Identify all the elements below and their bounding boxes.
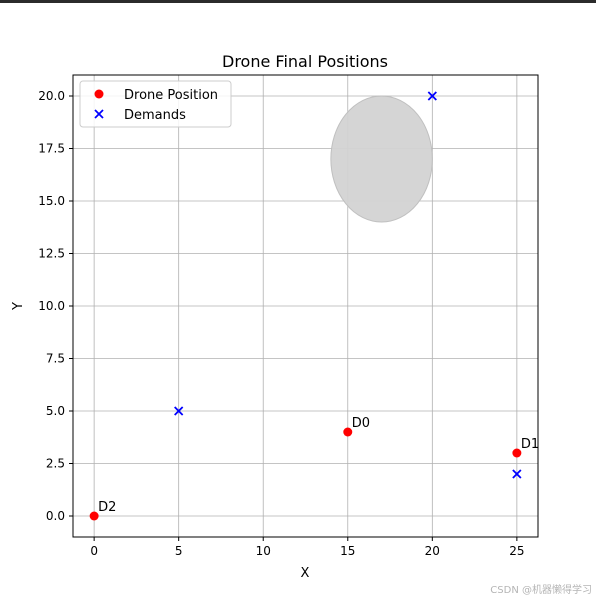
x-tick-label: 15	[340, 544, 355, 558]
x-tick-label: 0	[90, 544, 98, 558]
y-tick-label: 7.5	[46, 352, 65, 366]
chart-title: Drone Final Positions	[222, 52, 388, 71]
demand-point	[512, 469, 522, 479]
demand-marker-stroke	[427, 91, 437, 101]
x-tick-label: 10	[256, 544, 271, 558]
demand-marker-stroke	[512, 469, 522, 479]
legend-box	[79, 80, 232, 128]
x-tick-label: 5	[175, 544, 183, 558]
drone-position-point	[89, 511, 99, 521]
watermark: CSDN @机器懒得学习	[490, 585, 592, 596]
demand-marker-stroke	[174, 406, 184, 416]
legend-entry-label: Drone Position	[124, 88, 218, 103]
y-tick-label: 12.5	[38, 247, 65, 261]
legend-entry-label: Demands	[124, 108, 186, 123]
obstacle-circle	[330, 95, 433, 223]
demand-point	[174, 406, 184, 416]
x-axis-label: X	[301, 566, 310, 581]
obstacle-layer	[330, 95, 433, 223]
axis-ticks: 0 5 10 15 20 25 0.0 2.5 5.0 7.5 10.0 12.5 15.0 17.5 20…	[38, 89, 524, 558]
y-tick-label: 17.5	[38, 142, 65, 156]
legend-marker-demand	[94, 109, 104, 119]
window-top-bar	[0, 0, 596, 3]
x-tick-label: 25	[509, 544, 524, 558]
y-tick-label: 15.0	[38, 194, 65, 208]
y-axis-label: Y	[11, 302, 26, 311]
x-tick-label: 20	[425, 544, 440, 558]
legend-marker-drone	[94, 89, 104, 99]
point-annotation: D0	[352, 416, 370, 431]
point-annotation: D1	[521, 437, 539, 452]
y-tick-label: 5.0	[46, 404, 65, 418]
legend: Drone Position Demands	[79, 80, 232, 128]
point-annotation: D2	[98, 500, 116, 515]
demand-point	[427, 91, 437, 101]
y-tick-label: 10.0	[38, 299, 65, 313]
y-tick-label: 20.0	[38, 89, 65, 103]
legend-marker-stroke	[94, 109, 104, 119]
y-tick-label: 2.5	[46, 457, 65, 471]
grid-lines	[73, 75, 538, 537]
drone-position-point	[512, 448, 522, 458]
data-marks: D0 D1 D2	[89, 91, 539, 521]
y-tick-label: 0.0	[46, 509, 65, 523]
drone-position-point	[343, 427, 353, 437]
